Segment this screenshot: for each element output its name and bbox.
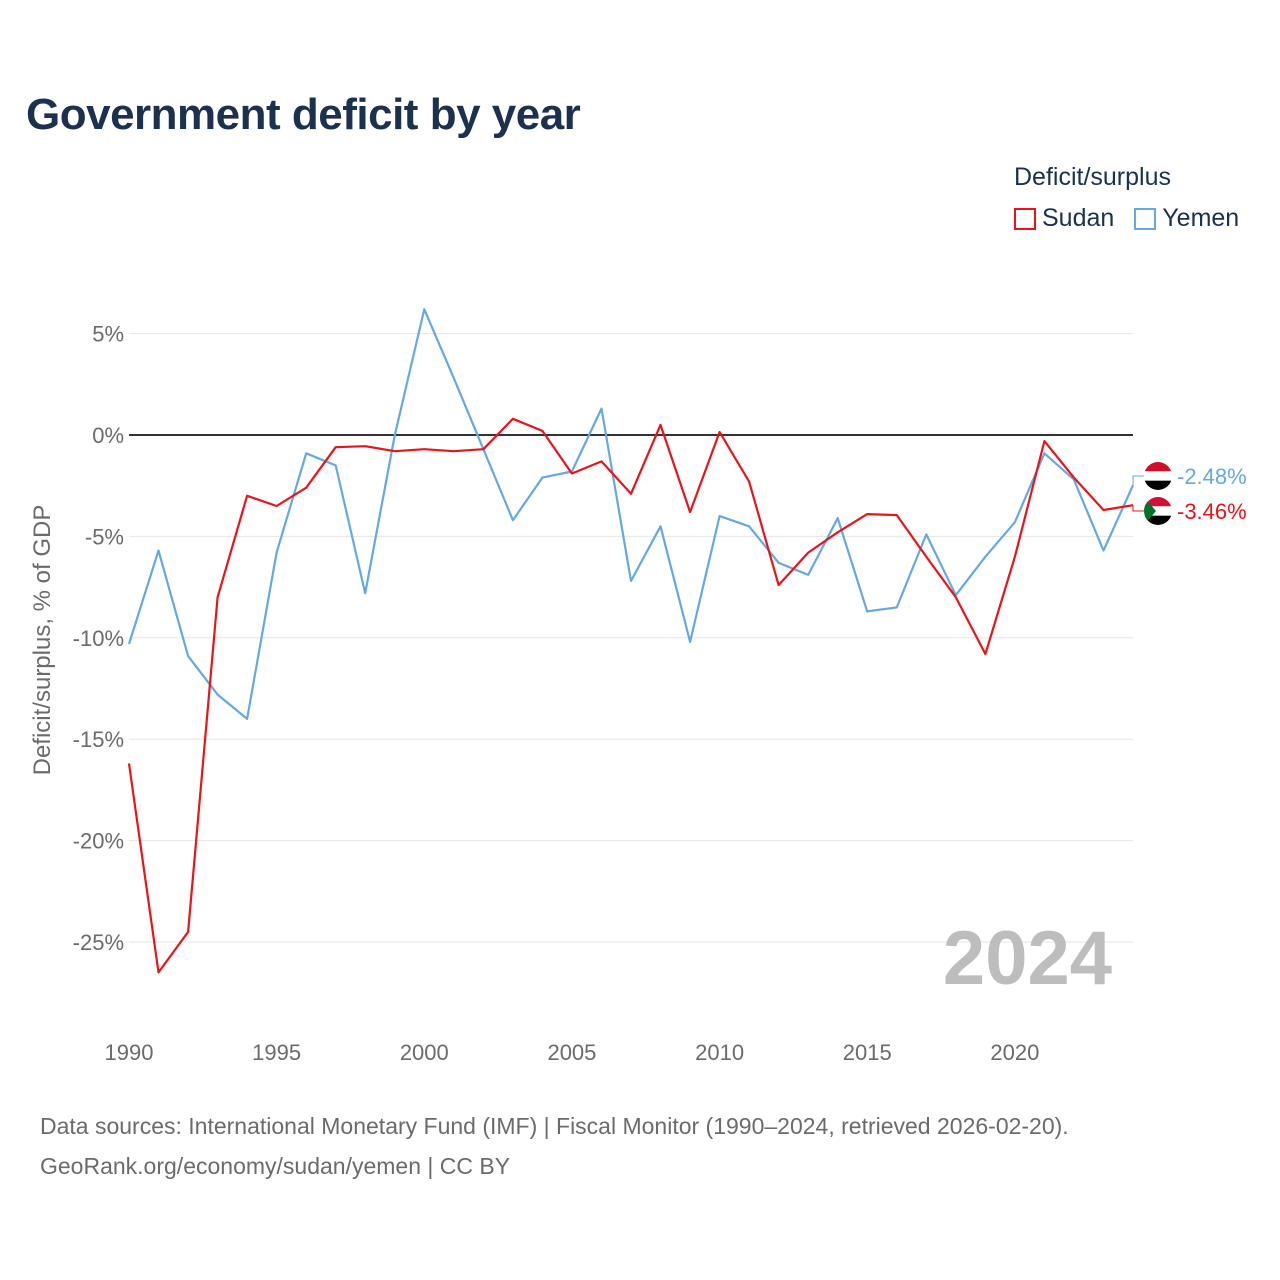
year-watermark: 2024 [943,916,1112,1001]
flag-stripe [1144,471,1172,481]
footer-attribution[interactable]: GeoRank.org/economy/sudan/yemen | CC BY [40,1153,511,1179]
x-tick-label: 2005 [547,1040,596,1065]
end-label-yemen: -2.48% [1177,464,1247,489]
y-axis-label: Deficit/surplus, % of GDP [29,505,56,776]
grid [129,333,1133,943]
end-markers: -3.46% -2.48% [1132,462,1247,525]
flag-stripe [1144,462,1172,472]
connector-sudan [1132,505,1144,512]
series-lines [127,308,1135,974]
flag-triangle [1144,497,1156,525]
y-tick-label: 5% [92,322,124,347]
y-tick-label: -15% [73,727,124,752]
x-tick-label: 2020 [990,1040,1039,1065]
y-tick-label: -5% [85,524,124,549]
footer-source: Data sources: International Monetary Fun… [40,1113,1069,1139]
legend: Sudan Yemen [1014,204,1259,233]
flag-yemen-icon [1144,462,1172,490]
x-tick-label: 2015 [843,1040,892,1065]
x-tick-label: 2010 [695,1040,744,1065]
legend-label-sudan: Sudan [1042,204,1115,232]
y-tick-label: -10% [73,626,124,651]
connector-yemen [1132,475,1144,486]
x-axis-ticks: 1990 1995 2000 2005 2010 2015 2020 [105,1040,1040,1065]
flag-stripe [1144,480,1172,490]
series-line-sudan [127,417,1134,974]
footer: Data sources: International Monetary Fun… [40,1106,1069,1186]
legend-label-yemen: Yemen [1162,204,1240,232]
x-tick-label: 2000 [400,1040,449,1065]
y-axis-ticks: 5% 0% -5% -10% -15% -20% -25% [73,322,124,955]
x-tick-label: 1995 [252,1040,301,1065]
y-tick-label: -20% [73,829,124,854]
x-tick-label: 1990 [105,1040,154,1065]
legend-item-yemen[interactable]: Yemen [1134,204,1239,233]
line-chart: 2024 5% 0% -5% -10% -15% -20% -25% 1990 1995 200… [29,308,1247,1065]
y-tick-label: 0% [92,423,124,448]
flag-stripe [1144,515,1172,525]
legend-item-sudan[interactable]: Sudan [1014,204,1114,233]
chart-title: Government deficit by year [26,90,581,139]
legend-swatch-yemen [1134,207,1157,230]
series-line-yemen [127,308,1135,721]
legend-swatch-sudan [1014,207,1036,230]
y-tick-label: -25% [73,930,124,955]
flag-sudan-icon [1144,497,1172,525]
legend-title: Deficit/surplus [1014,163,1171,191]
flag-stripe [1144,497,1172,507]
end-label-sudan: -3.46% [1177,499,1247,524]
flag-stripe [1144,506,1172,516]
